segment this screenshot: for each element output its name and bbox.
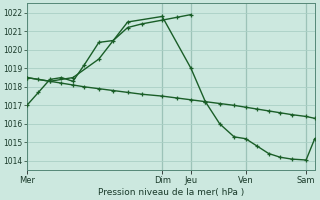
X-axis label: Pression niveau de la mer( hPa ): Pression niveau de la mer( hPa ) xyxy=(98,188,244,197)
